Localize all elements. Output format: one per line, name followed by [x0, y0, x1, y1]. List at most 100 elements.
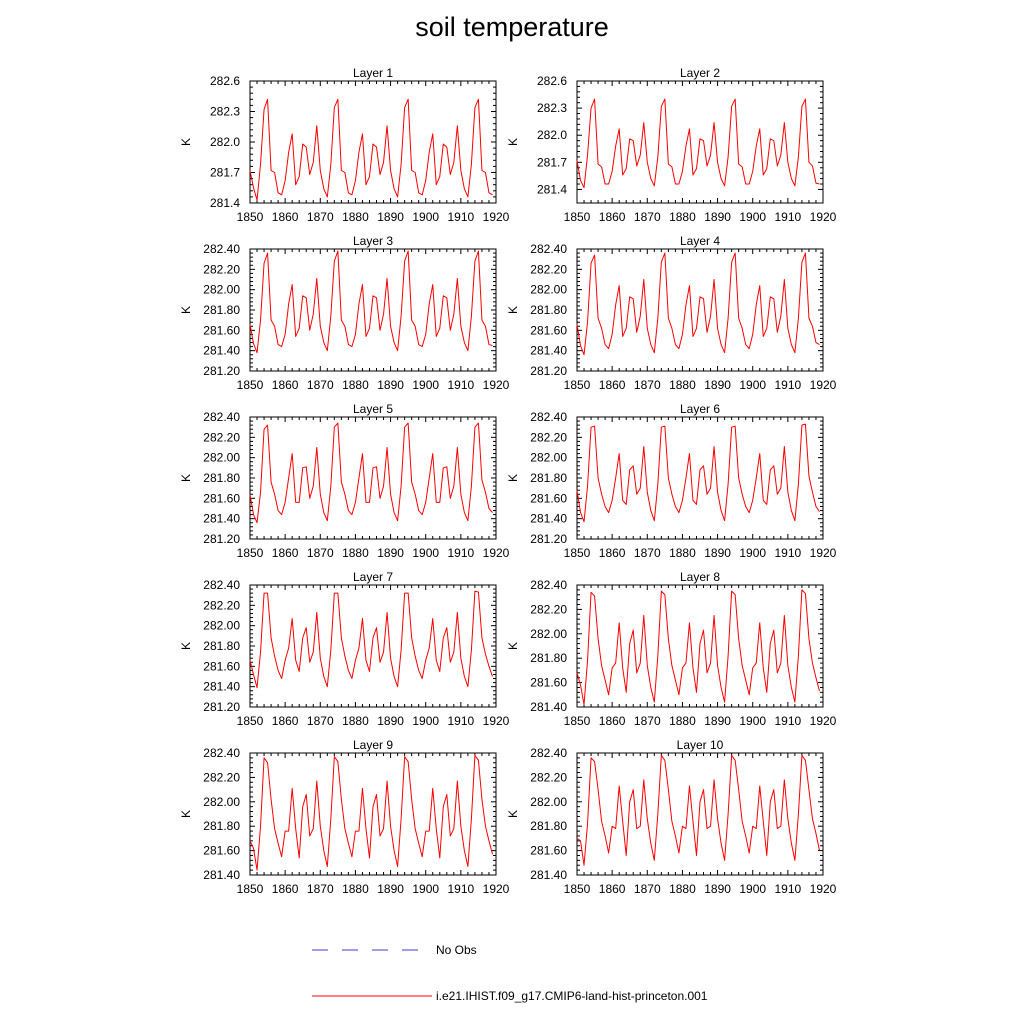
y-tick-label: 281.60 — [203, 323, 240, 337]
x-tick-label: 1920 — [483, 882, 510, 896]
y-tick-label: 282.20 — [203, 262, 240, 276]
x-tick-label: 1850 — [237, 378, 264, 392]
y-tick-label: 281.7 — [537, 155, 567, 169]
y-tick-label: 281.60 — [203, 491, 240, 505]
x-tick-label: 1850 — [237, 882, 264, 896]
x-tick-label: 1870 — [634, 378, 661, 392]
y-tick-label: 281.60 — [530, 323, 567, 337]
x-tick-label: 1920 — [810, 546, 837, 560]
y-tick-label: 281.80 — [203, 639, 240, 653]
plot-frame — [576, 584, 824, 708]
plot-frame — [576, 752, 824, 876]
x-tick-label: 1910 — [448, 714, 475, 728]
x-tick-label: 1850 — [564, 714, 591, 728]
panel-title: Layer 7 — [353, 570, 393, 584]
y-tick-label: 282.00 — [530, 451, 567, 465]
panel-layer-7: Layer 7 K 1850 1860 1870 1880 1890 1900 1910 1920… — [179, 570, 510, 728]
x-tick-label: 1890 — [704, 714, 731, 728]
series-line — [249, 250, 493, 354]
y-tick-label: 282.00 — [530, 627, 567, 641]
x-tick-label: 1870 — [307, 714, 334, 728]
x-tick-label: 1910 — [775, 210, 802, 224]
y-tick-label: 281.80 — [530, 303, 567, 317]
panel-layer-1: Layer 1 K 1850 1860 1870 1880 1890 1900 1910 1920… — [179, 66, 510, 224]
series-line — [576, 98, 820, 189]
x-tick-label: 1920 — [483, 546, 510, 560]
y-tick-label: 281.20 — [203, 364, 240, 378]
series-line — [576, 252, 820, 356]
panel-layer-10: Layer 10 K 1850 1860 1870 1880 1890 1900 1910 192… — [506, 738, 837, 896]
x-tick-label: 1920 — [810, 882, 837, 896]
series-line — [249, 98, 493, 201]
x-tick-label: 1920 — [810, 210, 837, 224]
x-tick-label: 1850 — [237, 546, 264, 560]
x-tick-label: 1860 — [272, 714, 299, 728]
y-tick-label: 281.40 — [530, 512, 567, 526]
y-tick-label: 282.00 — [203, 795, 240, 809]
x-tick-label: 1850 — [564, 378, 591, 392]
y-tick-label: 282.0 — [210, 135, 240, 149]
y-tick-label: 282.00 — [203, 451, 240, 465]
y-tick-label: 281.40 — [203, 344, 240, 358]
x-tick-label: 1870 — [634, 546, 661, 560]
x-tick-label: 1900 — [412, 378, 439, 392]
series-line — [249, 422, 493, 524]
series-line — [249, 590, 493, 689]
x-tick-label: 1880 — [669, 714, 696, 728]
y-axis-label: K — [179, 306, 193, 314]
y-axis-label: K — [179, 642, 193, 650]
x-tick-label: 1890 — [704, 210, 731, 224]
x-tick-label: 1880 — [342, 714, 369, 728]
x-tick-label: 1870 — [307, 378, 334, 392]
panel-title: Layer 8 — [680, 570, 720, 584]
panel-title: Layer 9 — [353, 738, 393, 752]
x-tick-label: 1860 — [272, 546, 299, 560]
x-tick-label: 1890 — [377, 546, 404, 560]
x-tick-label: 1860 — [272, 378, 299, 392]
y-tick-label: 281.80 — [530, 819, 567, 833]
y-tick-label: 282.20 — [530, 262, 567, 276]
panel-layer-6: Layer 6 K 1850 1860 1870 1880 1890 1900 1910 1920… — [506, 402, 837, 560]
y-tick-label: 282.40 — [530, 242, 567, 256]
x-tick-label: 1890 — [704, 546, 731, 560]
x-tick-label: 1860 — [272, 882, 299, 896]
panel-layer-5: Layer 5 K 1850 1860 1870 1880 1890 1900 1910 1920… — [179, 402, 510, 560]
y-tick-label: 281.60 — [530, 676, 567, 690]
y-tick-label: 282.40 — [203, 578, 240, 592]
x-tick-label: 1850 — [564, 882, 591, 896]
x-tick-label: 1900 — [739, 714, 766, 728]
panel-title: Layer 3 — [353, 234, 393, 248]
panel-title: Layer 10 — [677, 738, 724, 752]
y-axis-label: K — [179, 138, 193, 146]
x-tick-label: 1890 — [377, 714, 404, 728]
y-axis-label: K — [179, 474, 193, 482]
y-tick-label: 281.60 — [203, 659, 240, 673]
y-tick-label: 282.6 — [210, 74, 240, 88]
panel-title: Layer 4 — [680, 234, 720, 248]
x-tick-label: 1880 — [669, 546, 696, 560]
x-tick-label: 1890 — [704, 882, 731, 896]
x-tick-label: 1870 — [634, 210, 661, 224]
y-tick-label: 282.00 — [203, 283, 240, 297]
x-tick-label: 1910 — [448, 210, 475, 224]
y-axis-label: K — [506, 138, 520, 146]
y-tick-label: 281.60 — [203, 844, 240, 858]
x-tick-label: 1920 — [810, 714, 837, 728]
x-tick-label: 1910 — [775, 546, 802, 560]
y-tick-label: 282.20 — [203, 598, 240, 612]
y-tick-label: 282.20 — [203, 430, 240, 444]
x-tick-label: 1860 — [599, 210, 626, 224]
x-tick-label: 1880 — [669, 210, 696, 224]
x-tick-label: 1860 — [599, 546, 626, 560]
legend-swatch-solid — [312, 995, 432, 997]
y-tick-label: 282.20 — [530, 770, 567, 784]
y-tick-label: 281.80 — [530, 471, 567, 485]
panel-layer-9: Layer 9 K 1850 1860 1870 1880 1890 1900 1910 1920… — [179, 738, 510, 896]
x-tick-label: 1920 — [483, 210, 510, 224]
x-tick-label: 1900 — [412, 882, 439, 896]
plot-frame — [249, 416, 497, 540]
x-tick-label: 1870 — [634, 714, 661, 728]
series-line — [249, 754, 493, 871]
plot-frame — [576, 416, 824, 540]
